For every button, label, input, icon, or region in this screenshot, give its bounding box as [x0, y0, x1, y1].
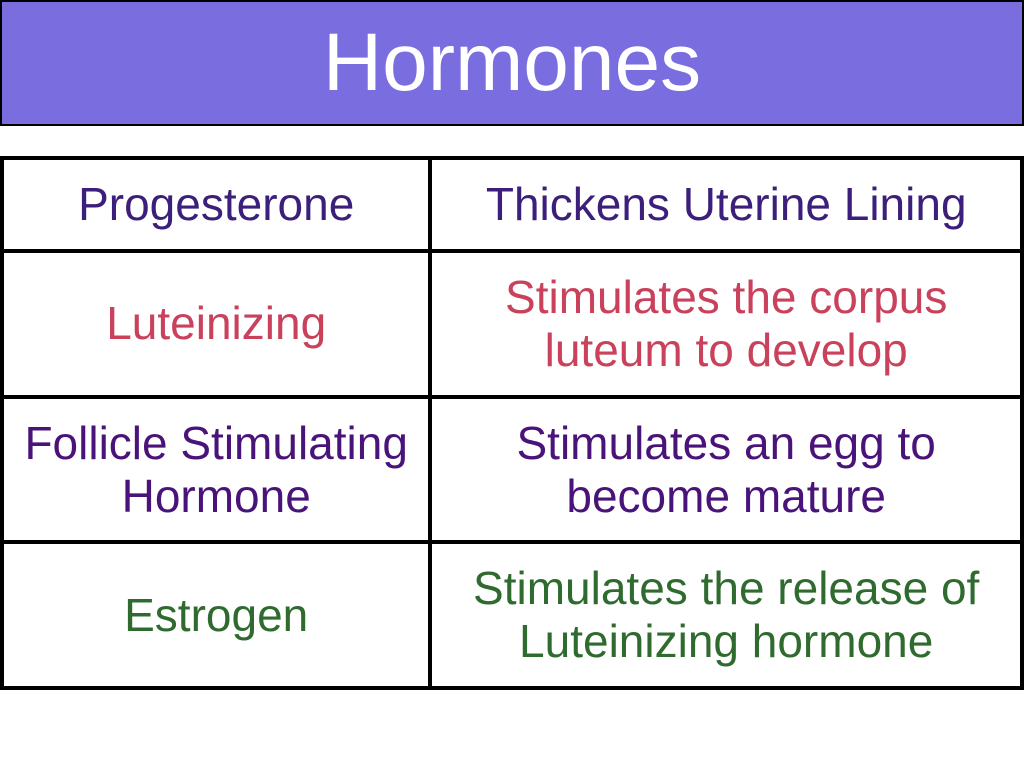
hormone-name-cell: Estrogen: [2, 542, 430, 688]
hormone-function-cell: Stimulates the corpus luteum to develop: [430, 251, 1022, 397]
table-row: Progesterone Thickens Uterine Lining: [2, 158, 1022, 251]
hormone-name-cell: Follicle Stimulating Hormone: [2, 397, 430, 543]
page-title: Hormones: [323, 16, 701, 110]
spacer-row: [2, 126, 1022, 158]
hormone-function-cell: Stimulates an egg to become mature: [430, 397, 1022, 543]
header-banner: Hormones: [0, 0, 1024, 126]
table-row: Estrogen Stimulates the release of Lutei…: [2, 542, 1022, 688]
hormone-function-cell: Thickens Uterine Lining: [430, 158, 1022, 251]
hormone-function-cell: Stimulates the release of Luteinizing ho…: [430, 542, 1022, 688]
hormone-name-cell: Luteinizing: [2, 251, 430, 397]
table-row: Follicle Stimulating Hormone Stimulates …: [2, 397, 1022, 543]
hormone-name-cell: Progesterone: [2, 158, 430, 251]
hormones-table: Progesterone Thickens Uterine Lining Lut…: [0, 126, 1024, 690]
table-row: Luteinizing Stimulates the corpus luteum…: [2, 251, 1022, 397]
